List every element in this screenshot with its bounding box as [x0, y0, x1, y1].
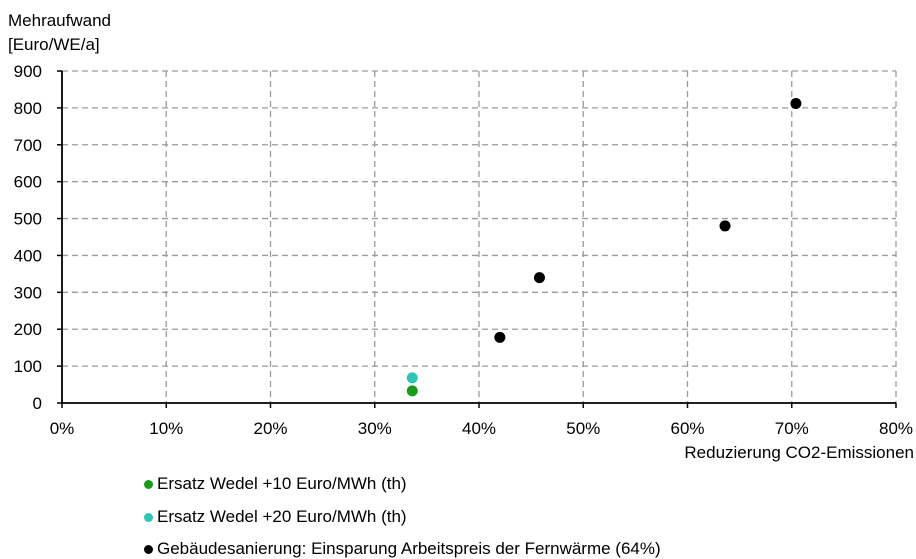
- y-tick-label: 400: [14, 246, 42, 265]
- points-layer: [406, 97, 802, 397]
- y-tick-label: 300: [14, 283, 42, 302]
- y-axis-title-line-2: [Euro/WE/a]: [8, 35, 100, 54]
- x-tick-label: 40%: [462, 419, 496, 438]
- x-tick-label: 60%: [670, 419, 704, 438]
- x-tick-label: 70%: [775, 419, 809, 438]
- data-point: [533, 272, 545, 284]
- legend-marker-teal-dot-icon: [144, 512, 153, 522]
- data-point: [406, 385, 418, 397]
- legend-marker-green-dot-icon: [144, 479, 153, 489]
- data-point: [494, 331, 506, 343]
- grid-layer: [62, 70, 897, 403]
- x-axis-title: Reduzierung CO2-Emissionen: [684, 443, 914, 462]
- x-tick-label: 0%: [50, 419, 75, 438]
- y-tick-label: 800: [14, 99, 42, 118]
- legend-label: Gebäudesanierung: Einsparung Arbeitsprei…: [157, 539, 661, 558]
- x-tick-label: 80%: [879, 419, 913, 438]
- y-tick-label: 900: [14, 62, 42, 81]
- legend-label: Ersatz Wedel +20 Euro/MWh (th): [157, 507, 407, 526]
- y-tick-label: 700: [14, 136, 42, 155]
- y-tick-label: 100: [14, 357, 42, 376]
- legend-label: Ersatz Wedel +10 Euro/MWh (th): [157, 474, 407, 493]
- y-tick-label: 0: [33, 394, 42, 413]
- x-tick-label: 20%: [253, 419, 287, 438]
- ticks-layer: 0 100 200 300 400 500 600 700 800 900 0% 10% 20% 30% 4…: [14, 62, 913, 438]
- legend-item-ersatz-wedel-20: Ersatz Wedel +20 Euro/MWh (th): [144, 507, 407, 527]
- legend-marker-black-dot-icon: [144, 544, 153, 554]
- legend-item-gebaeudesanierung: Gebäudesanierung: Einsparung Arbeitsprei…: [144, 539, 661, 559]
- axis-labels-layer: Mehraufwand [Euro/WE/a] Reduzierung CO2-…: [8, 11, 914, 462]
- x-tick-label: 10%: [149, 419, 183, 438]
- x-tick-label: 30%: [358, 419, 392, 438]
- x-tick-label: 50%: [566, 419, 600, 438]
- data-point: [719, 220, 731, 232]
- legend-item-ersatz-wedel-10: Ersatz Wedel +10 Euro/MWh (th): [144, 474, 407, 494]
- y-axis-title-line-1: Mehraufwand: [8, 11, 111, 30]
- y-tick-label: 500: [14, 210, 42, 229]
- y-tick-label: 200: [14, 320, 42, 339]
- y-tick-label: 600: [14, 173, 42, 192]
- data-point: [406, 372, 418, 384]
- data-point: [790, 97, 802, 109]
